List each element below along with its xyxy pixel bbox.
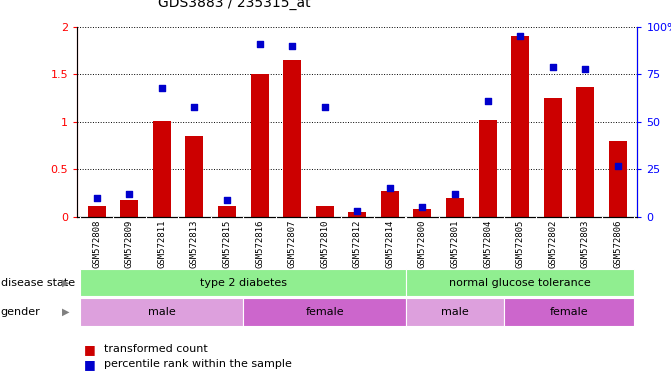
Bar (81, 269, 406, 296)
Point (613, 162, 623, 169)
Bar (153, 121, 171, 217)
Bar (316, 205, 333, 217)
Bar (251, 74, 268, 217)
Bar (478, 120, 497, 217)
Text: GSM572813: GSM572813 (190, 220, 199, 268)
Point (352, 208, 362, 214)
Point (319, 104, 330, 110)
Text: GSM572810: GSM572810 (320, 220, 329, 268)
Text: GSM572806: GSM572806 (613, 220, 623, 268)
Bar (504, 298, 634, 326)
Bar (283, 60, 301, 217)
Bar (609, 141, 627, 217)
Text: female: female (305, 307, 344, 317)
Point (254, 41, 265, 47)
Text: male: male (148, 307, 176, 317)
Point (548, 64, 558, 70)
Text: type 2 diabetes: type 2 diabetes (200, 278, 287, 288)
Text: GSM572812: GSM572812 (353, 220, 362, 268)
Text: male: male (441, 307, 469, 317)
Bar (544, 98, 562, 217)
Point (189, 104, 200, 110)
Text: GSM572801: GSM572801 (450, 220, 460, 268)
Text: GSM572809: GSM572809 (125, 220, 134, 268)
Text: ▶: ▶ (62, 307, 69, 317)
Bar (413, 209, 431, 217)
Point (450, 191, 460, 197)
Text: GSM572805: GSM572805 (516, 220, 525, 268)
Bar (406, 269, 634, 296)
Bar (576, 87, 595, 217)
Point (124, 191, 135, 197)
Bar (185, 136, 203, 217)
Point (384, 185, 395, 192)
Text: ■: ■ (84, 358, 96, 371)
Text: GDS3883 / 235315_at: GDS3883 / 235315_at (158, 0, 310, 10)
Point (515, 33, 525, 40)
Bar (446, 198, 464, 217)
Point (580, 66, 590, 72)
Text: GSM572808: GSM572808 (92, 220, 101, 268)
Text: GSM572802: GSM572802 (548, 220, 557, 268)
Point (417, 204, 428, 210)
Text: GSM572803: GSM572803 (581, 220, 590, 268)
Text: ■: ■ (84, 343, 96, 356)
Text: GSM572811: GSM572811 (158, 220, 166, 268)
Bar (406, 298, 504, 326)
Bar (120, 200, 138, 217)
Bar (81, 298, 244, 326)
Bar (381, 191, 399, 217)
Point (287, 43, 297, 49)
Text: ▶: ▶ (62, 278, 69, 288)
Bar (88, 205, 105, 217)
Text: percentile rank within the sample: percentile rank within the sample (104, 359, 292, 369)
Text: gender: gender (1, 307, 40, 317)
Bar (348, 212, 366, 217)
Text: GSM572800: GSM572800 (418, 220, 427, 268)
Bar (511, 36, 529, 217)
Text: GSM572816: GSM572816 (255, 220, 264, 268)
Text: female: female (550, 307, 588, 317)
Text: normal glucose tolerance: normal glucose tolerance (450, 278, 591, 288)
Bar (244, 298, 406, 326)
Point (91, 195, 102, 201)
Bar (218, 205, 236, 217)
Text: transformed count: transformed count (104, 344, 208, 354)
Text: disease state: disease state (1, 278, 74, 288)
Point (156, 84, 167, 91)
Text: GSM572814: GSM572814 (385, 220, 395, 268)
Text: GSM572804: GSM572804 (483, 220, 492, 268)
Text: GSM572815: GSM572815 (223, 220, 231, 268)
Point (482, 98, 493, 104)
Text: GSM572807: GSM572807 (288, 220, 297, 268)
Point (221, 197, 232, 203)
